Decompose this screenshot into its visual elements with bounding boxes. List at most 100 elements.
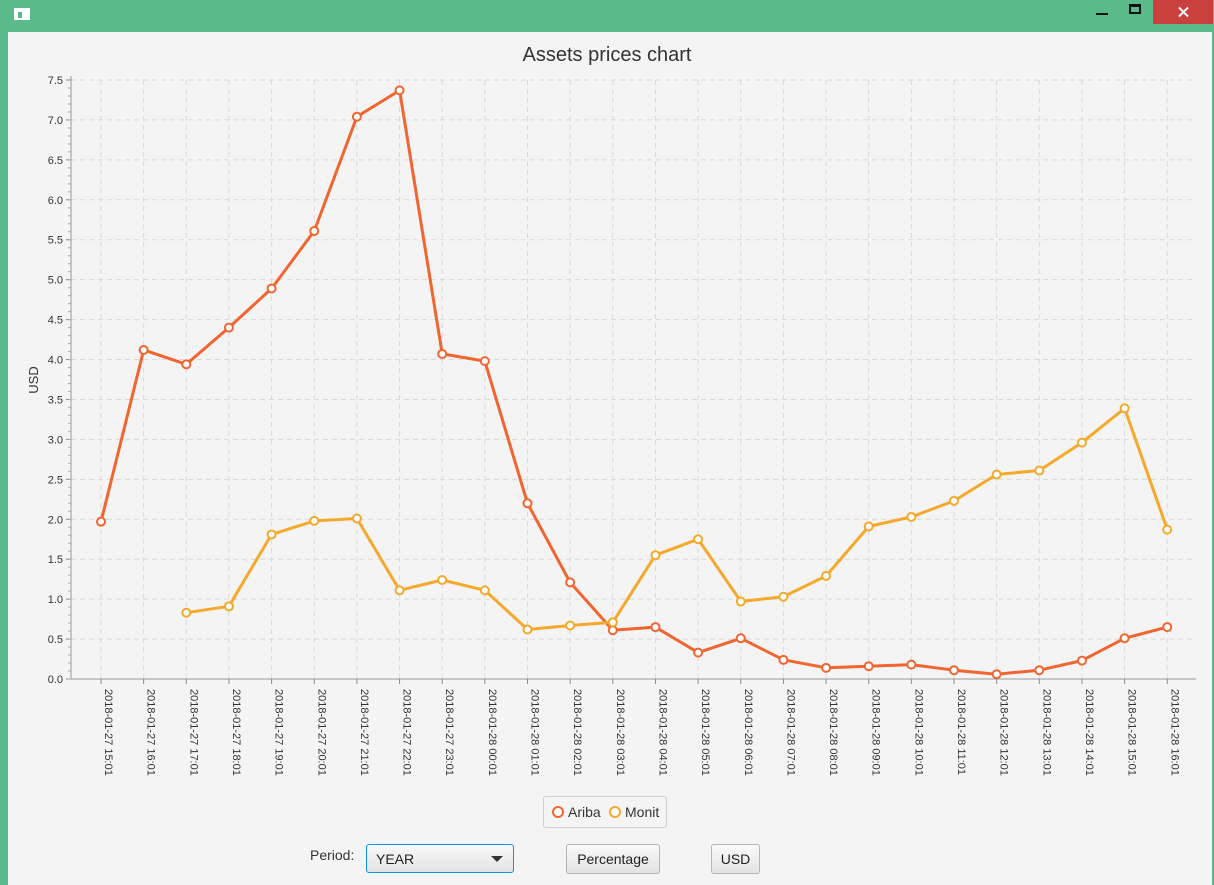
usd-button[interactable]: USD	[711, 844, 760, 874]
series-line-ariba	[99, 88, 1168, 676]
data-point-ariba	[693, 647, 704, 658]
x-axis-ticks: 2018-01-27 15:01 2018-01-27 16:01 2018-01-…	[100, 679, 1180, 776]
legend-item-ariba: Ariba	[552, 804, 601, 820]
grid	[71, 79, 1196, 680]
data-point-ariba	[223, 322, 234, 333]
data-point-monit	[906, 511, 917, 522]
x-tick-label: 2018-01-28 12:01	[998, 689, 1010, 776]
y-tick-label: 7.0	[48, 115, 63, 127]
x-tick-label: 2018-01-27 15:01	[102, 689, 114, 776]
y-tick-label: 4.5	[48, 315, 63, 327]
data-point-monit	[949, 495, 959, 506]
data-point-ariba	[949, 665, 959, 676]
legend-marker-monit	[609, 806, 621, 818]
y-tick-label: 5.5	[48, 235, 63, 247]
x-tick-label: 2018-01-27 19:01	[273, 689, 285, 776]
x-tick-label: 2018-01-28 02:01	[571, 689, 583, 776]
data-point-monit	[863, 521, 874, 532]
data-point-monit	[735, 596, 746, 607]
y-tick-label: 3.0	[48, 434, 63, 446]
x-tick-label: 2018-01-28 08:01	[827, 689, 839, 776]
data-point-ariba	[778, 654, 789, 665]
data-point-monit	[1034, 465, 1045, 476]
data-point-ariba	[650, 622, 661, 633]
x-tick-label: 2018-01-28 14:01	[1083, 689, 1095, 776]
data-point-monit	[181, 607, 192, 618]
x-tick-label: 2018-01-28 03:01	[614, 689, 626, 776]
series-monit	[181, 403, 1173, 635]
close-button[interactable]	[1153, 0, 1213, 24]
x-tick-label: 2018-01-28 04:01	[656, 689, 668, 776]
data-point-ariba	[394, 85, 405, 96]
chart-title: Assets prices chart	[523, 44, 692, 66]
data-point-monit	[693, 534, 704, 545]
percentage-button[interactable]: Percentage	[566, 844, 660, 874]
x-tick-label: 2018-01-27 16:01	[145, 689, 157, 776]
data-point-monit	[1119, 403, 1130, 414]
data-point-monit	[991, 469, 1002, 480]
data-point-ariba	[1076, 655, 1087, 666]
data-point-ariba	[821, 662, 832, 673]
data-point-monit	[650, 550, 661, 561]
data-point-monit	[309, 515, 320, 526]
y-tick-label: 6.0	[48, 195, 63, 207]
y-tick-label: 7.5	[48, 75, 63, 87]
minimize-button[interactable]	[1088, 0, 1118, 24]
y-tick-label: 4.0	[48, 355, 63, 367]
period-select-value: YEAR	[376, 851, 415, 867]
data-point-ariba	[266, 283, 277, 294]
data-point-monit	[437, 574, 448, 585]
y-tick-label: 0.5	[48, 634, 63, 646]
data-point-monit	[821, 570, 832, 581]
data-point-ariba	[138, 344, 149, 355]
data-point-ariba	[479, 356, 490, 367]
data-point-ariba	[607, 625, 618, 636]
y-tick-label: 3.5	[48, 394, 63, 406]
legend-label-monit: Monit	[625, 804, 660, 820]
x-tick-label: 2018-01-28 01:01	[529, 689, 541, 776]
data-point-ariba	[906, 659, 917, 670]
x-tick-label: 2018-01-28 11:01	[955, 689, 967, 775]
data-point-monit	[522, 624, 533, 635]
data-point-monit	[351, 513, 362, 524]
legend-marker-ariba	[552, 806, 564, 818]
x-tick-label: 2018-01-27 17:01	[187, 689, 199, 776]
x-tick-label: 2018-01-28 00:01	[486, 689, 498, 776]
x-tick-label: 2018-01-27 23:01	[443, 689, 455, 776]
data-point-ariba	[991, 669, 1002, 680]
y-tick-label: 0.0	[48, 674, 63, 686]
data-point-ariba	[351, 111, 362, 122]
y-tick-label: 1.5	[48, 554, 63, 566]
data-point-monit	[778, 591, 789, 602]
x-tick-label: 2018-01-28 05:01	[699, 689, 711, 776]
y-tick-label: 2.0	[48, 514, 63, 526]
data-point-monit	[1162, 524, 1173, 535]
maximize-button[interactable]	[1121, 0, 1151, 24]
data-point-ariba	[181, 359, 192, 370]
data-point-ariba	[96, 516, 106, 527]
x-tick-label: 2018-01-28 09:01	[870, 689, 882, 776]
series-ariba	[96, 85, 1173, 680]
legend-label-ariba: Ariba	[568, 804, 601, 820]
data-point-ariba	[1034, 665, 1045, 676]
x-tick-label: 2018-01-28 06:01	[742, 689, 754, 776]
x-tick-label: 2018-01-28 10:01	[912, 689, 924, 776]
chevron-down-icon	[491, 856, 503, 862]
x-tick-label: 2018-01-28 15:01	[1126, 689, 1138, 776]
period-label: Period:	[310, 847, 355, 863]
x-tick-label: 2018-01-27 20:01	[315, 689, 327, 776]
data-point-monit	[394, 585, 405, 596]
period-select[interactable]: YEAR	[366, 844, 514, 873]
data-point-ariba	[309, 225, 320, 236]
data-point-ariba	[437, 348, 448, 359]
y-tick-label: 6.5	[48, 155, 63, 167]
data-point-monit	[1076, 437, 1087, 448]
y-axis-ticks: 0.0 0.5 1.0 1.5 2.0 2.5 3.0 3.5 4.0 4.5 5.0 5.5 6.0 6…	[48, 75, 71, 686]
data-point-monit	[607, 617, 618, 628]
app-icon	[14, 8, 30, 20]
data-point-monit	[565, 620, 576, 631]
x-tick-label: 2018-01-27 22:01	[401, 689, 413, 776]
y-tick-label: 5.0	[48, 275, 63, 287]
data-point-monit	[479, 585, 490, 596]
x-tick-label: 2018-01-27 18:01	[230, 689, 242, 776]
